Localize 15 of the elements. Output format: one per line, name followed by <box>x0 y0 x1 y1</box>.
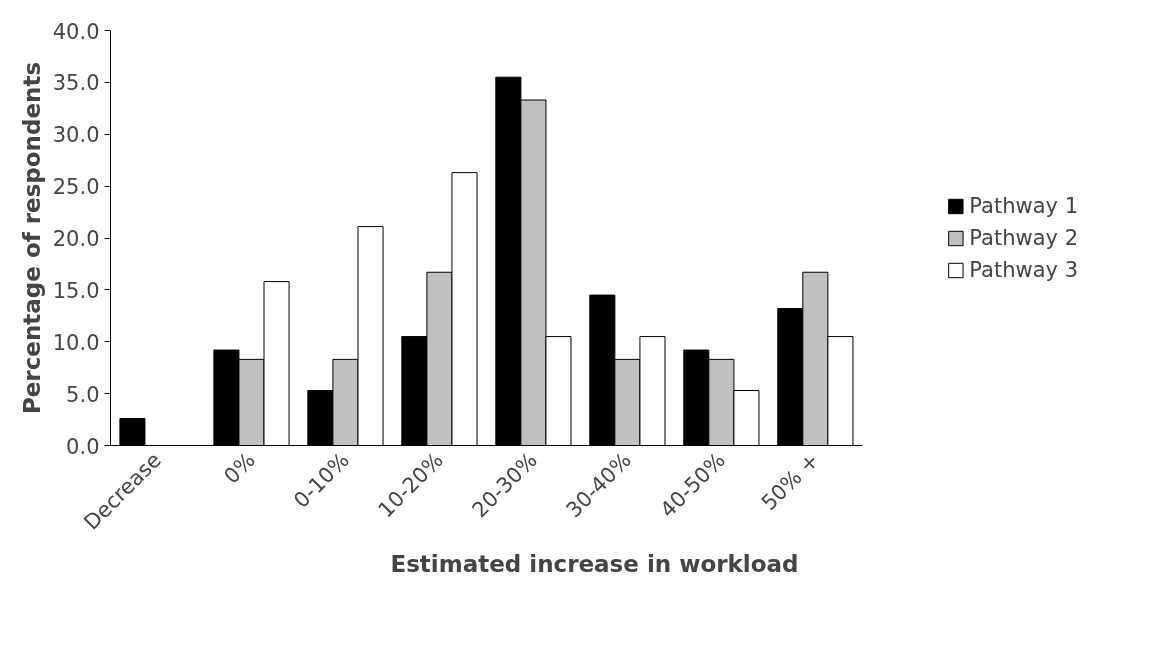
y-tick-label: 5.0 <box>66 382 100 407</box>
y-tick-label: 35.0 <box>52 71 100 96</box>
legend-label: Pathway 2 <box>969 225 1078 250</box>
legend-label: Pathway 3 <box>969 257 1078 282</box>
y-tick-label: 15.0 <box>52 278 100 303</box>
y-tick-label: 20.0 <box>52 227 100 251</box>
x-axis-title: Estimated increase in workload <box>390 551 799 578</box>
x-tick-label: 0% <box>219 448 260 489</box>
y-tick-label: 25.0 <box>52 175 100 200</box>
y-axis-title: Percentage of respondents <box>18 61 45 415</box>
y-tick-label: 0.0 <box>66 434 100 459</box>
legend-label: Pathway 1 <box>969 193 1078 218</box>
y-tick-label: 30.0 <box>52 123 100 148</box>
y-tick-label: 10.0 <box>52 330 100 355</box>
y-tick-label: 40.0 <box>52 19 100 44</box>
